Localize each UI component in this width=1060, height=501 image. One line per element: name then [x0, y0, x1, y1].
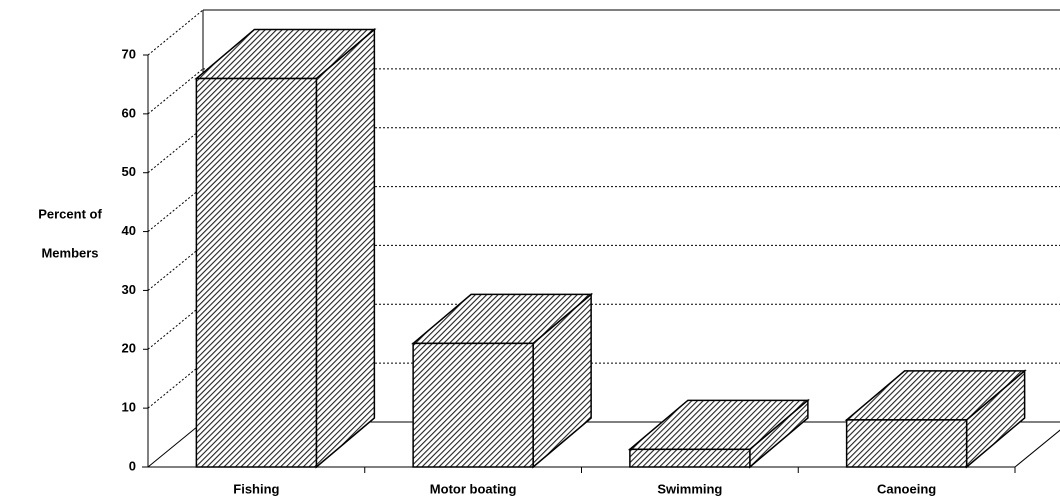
x-tick-label: Swimming — [657, 481, 722, 496]
y-tick-label: 10 — [122, 400, 136, 415]
y-tick-label: 50 — [122, 164, 136, 179]
grid-line — [147, 186, 204, 232]
y-tick-label: 30 — [122, 282, 136, 297]
bar — [411, 292, 594, 469]
grid-line — [147, 9, 204, 56]
grid-line — [147, 303, 204, 350]
y-tick-label: 20 — [122, 341, 136, 356]
bar-front — [629, 448, 751, 468]
y-axis-label: Members — [41, 245, 98, 260]
y-tick-label: 40 — [122, 223, 136, 238]
y-axis-label: Percent of — [38, 206, 102, 221]
grid-line — [147, 68, 204, 115]
x-tick-label: Canoeing — [877, 481, 936, 496]
x-tick-label: Motor boating — [430, 481, 517, 496]
bar — [194, 27, 377, 469]
y-tick-label: 0 — [129, 458, 136, 473]
bar-front — [195, 77, 318, 468]
bar-front — [412, 342, 534, 468]
grid-line — [147, 245, 204, 291]
floor-right — [1014, 429, 1060, 468]
bar — [844, 369, 1027, 469]
bar-front — [845, 419, 968, 468]
x-tick-label: Fishing — [233, 481, 279, 496]
bar — [627, 398, 810, 469]
floor-left — [147, 421, 204, 468]
bar-side — [315, 27, 376, 469]
y-tick-label: 70 — [122, 46, 136, 61]
grid-line — [147, 127, 204, 174]
grid-line — [147, 362, 204, 409]
y-tick-label: 60 — [122, 105, 136, 120]
